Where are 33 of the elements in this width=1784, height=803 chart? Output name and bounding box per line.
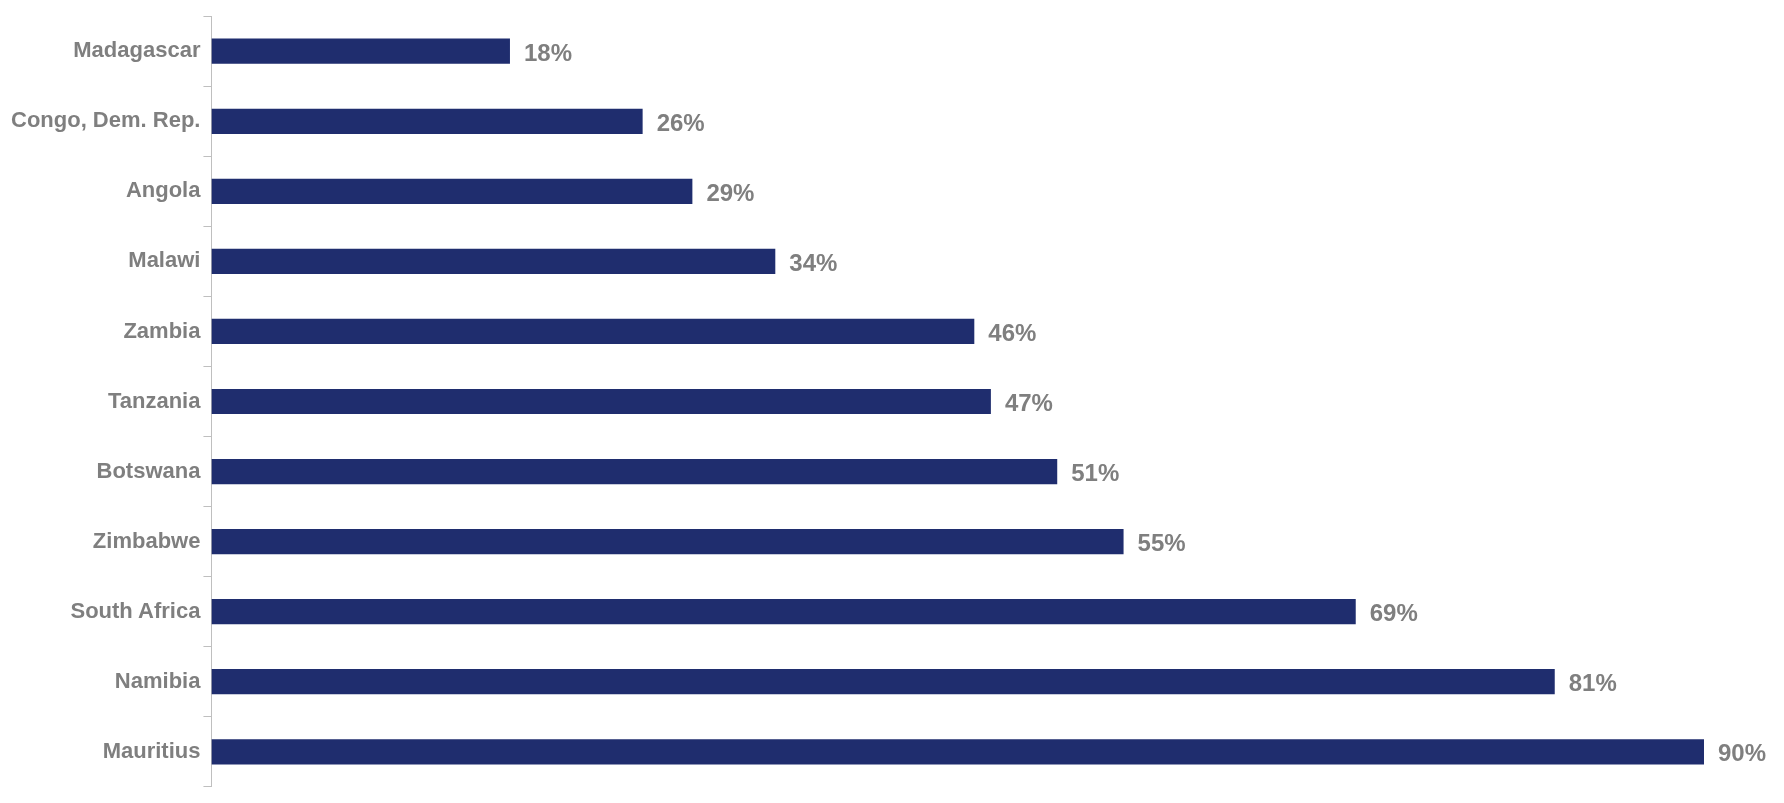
y-tick-label: Mauritius — [102, 737, 201, 763]
data-label: 51% — [1071, 459, 1120, 487]
y-tick-label: Malawi — [128, 247, 201, 273]
data-label: 26% — [656, 108, 705, 136]
y-tick-label: Zimbabwe — [92, 527, 201, 553]
y-tick-label: Zambia — [123, 317, 202, 343]
y-tick-label: Tanzania — [107, 387, 202, 413]
y-tick-label: Namibia — [114, 667, 202, 693]
data-label: 69% — [1369, 599, 1418, 627]
y-tick-label: Angola — [125, 177, 202, 203]
bar — [211, 599, 1356, 625]
data-label: 55% — [1137, 529, 1186, 557]
y-tick-label: Madagascar — [73, 37, 201, 63]
bar — [211, 178, 693, 204]
bar — [211, 108, 643, 134]
data-label: 81% — [1568, 669, 1617, 697]
y-tick-label: Congo, Dem. Rep. — [11, 107, 201, 133]
data-label: 34% — [789, 249, 838, 277]
data-label: 29% — [706, 178, 755, 206]
bar — [211, 669, 1555, 695]
y-tick-label: Botswana — [96, 457, 202, 483]
data-label: 47% — [1004, 389, 1053, 417]
bar — [211, 739, 1704, 765]
data-label: 46% — [988, 319, 1037, 347]
bar — [211, 318, 975, 345]
data-label: 18% — [523, 38, 573, 66]
bar — [211, 38, 510, 64]
data-label: 90% — [1718, 739, 1767, 767]
bar — [211, 388, 991, 415]
bar — [211, 529, 1124, 555]
y-tick-label: South Africa — [70, 597, 202, 623]
bar — [211, 248, 776, 274]
bar — [211, 458, 1058, 485]
